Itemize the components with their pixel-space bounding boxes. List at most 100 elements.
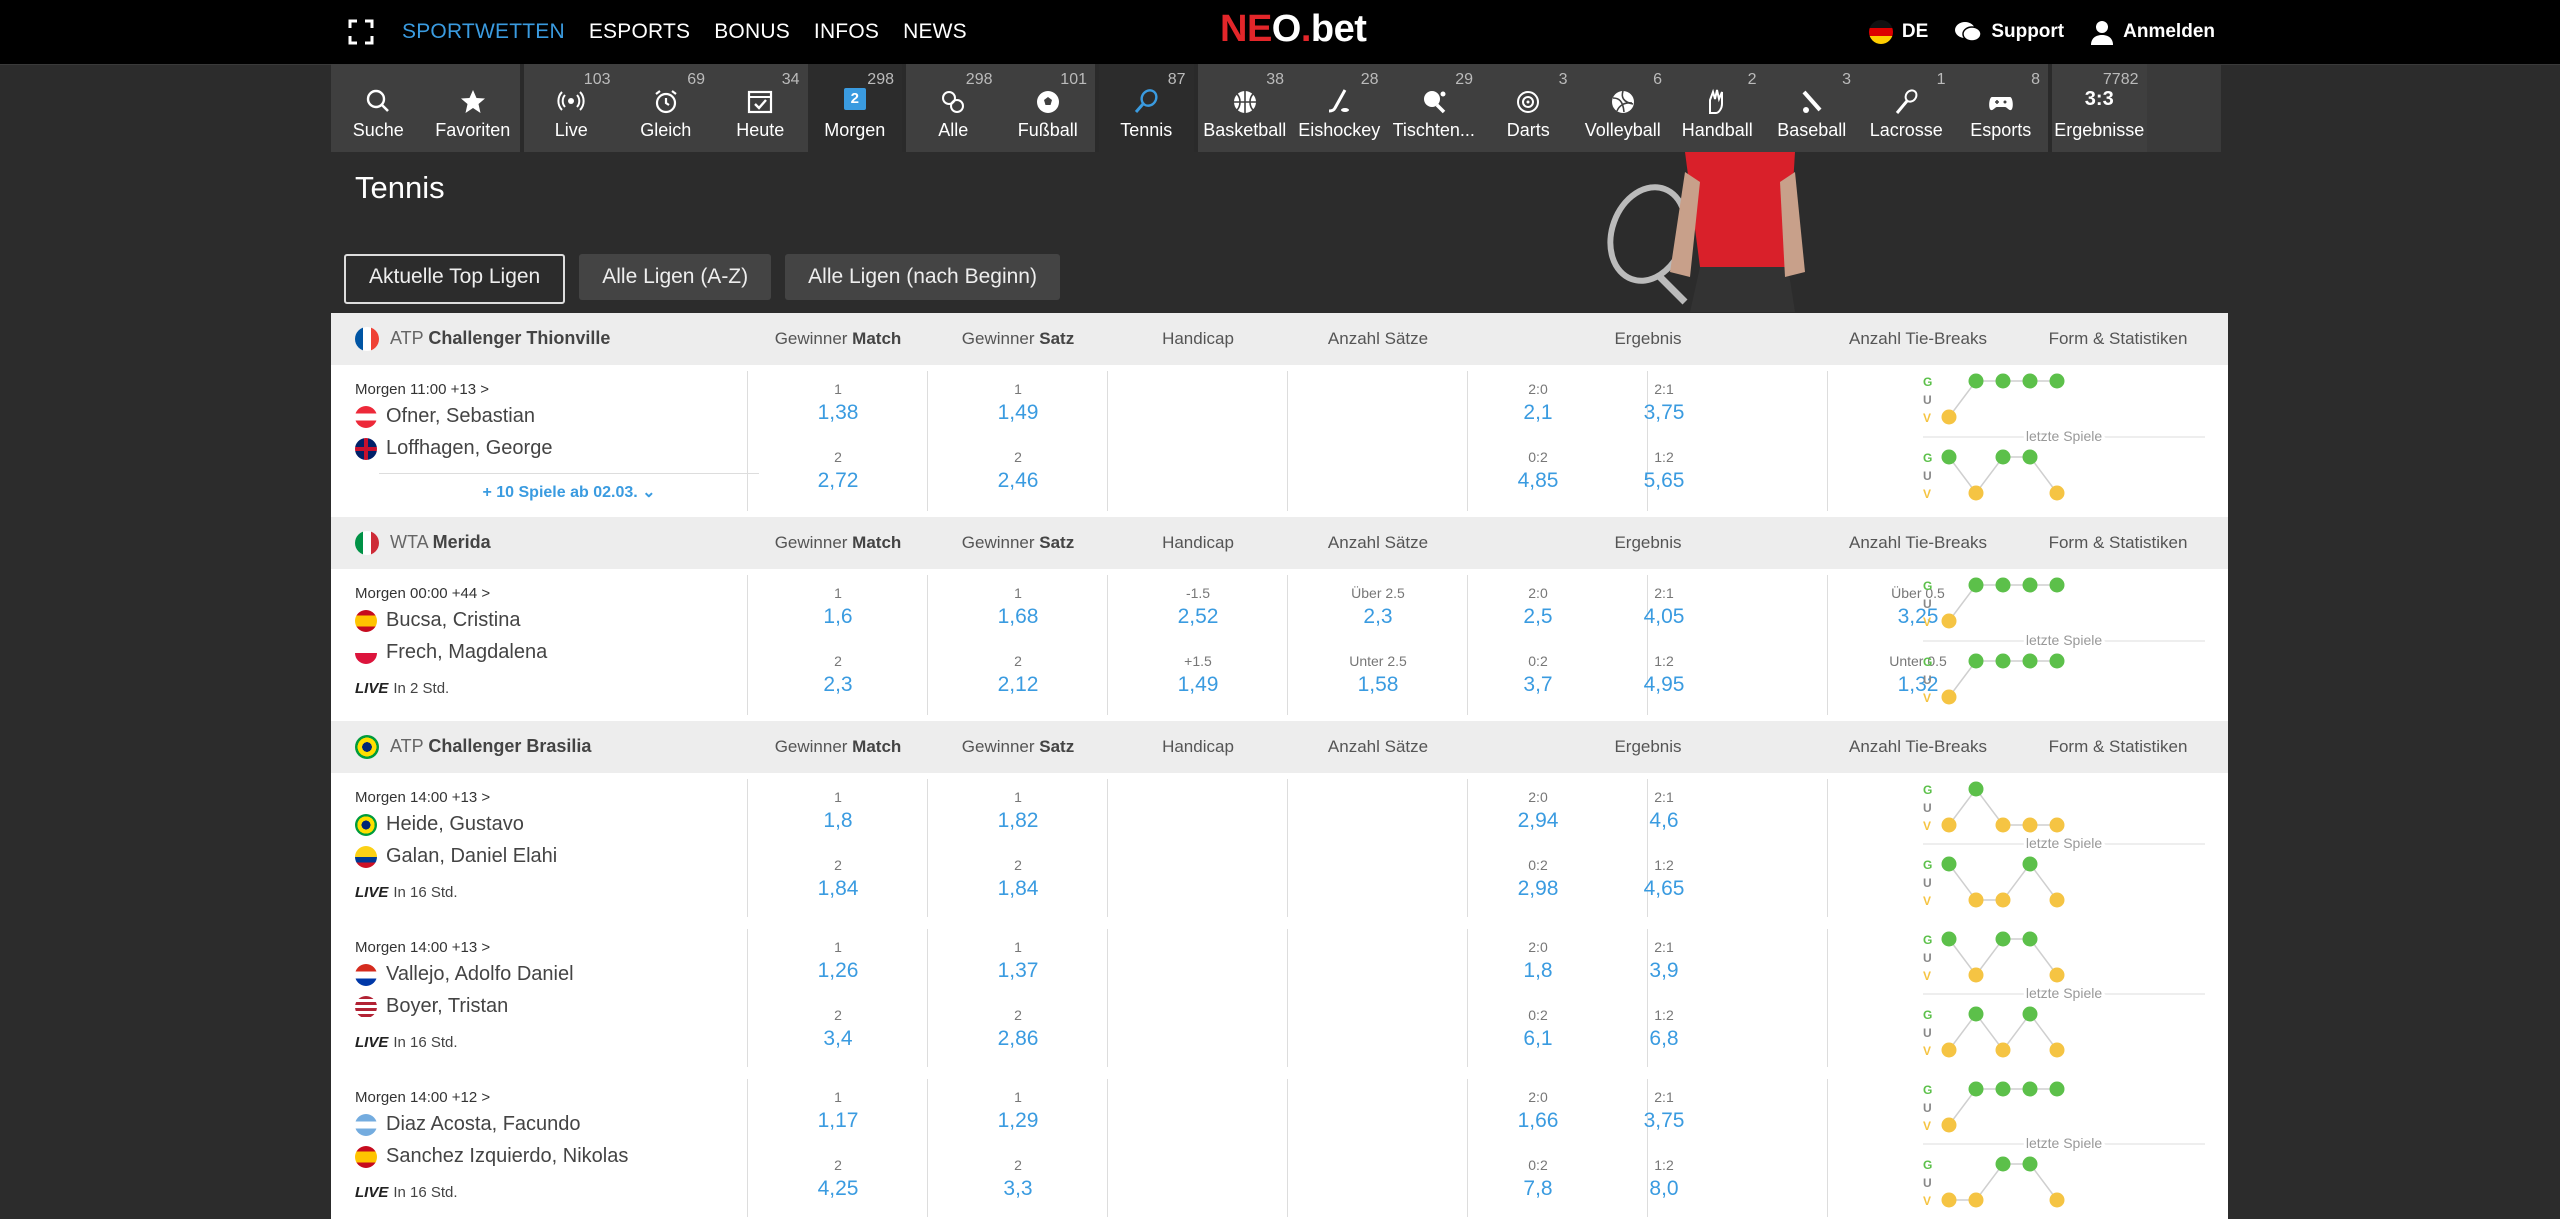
odds-button-ergebnis[interactable]: 2:1 3,75 <box>1614 1089 1714 1133</box>
odds-button-as[interactable]: Über 2.5 2,3 <box>1288 585 1468 629</box>
sport-item-fußball[interactable]: 101 Fußball <box>1000 64 1095 152</box>
odds-button-gs[interactable]: 1 1,37 <box>928 939 1108 983</box>
odds-button-ergebnis[interactable]: 2:1 4,05 <box>1614 585 1714 629</box>
odds-button-hc[interactable]: +1.5 1,49 <box>1108 653 1288 697</box>
odds-button-gm[interactable]: 2 1,84 <box>748 857 928 901</box>
odds-button-as[interactable]: Unter 2.5 1,58 <box>1288 653 1468 697</box>
odds-button-gm[interactable]: 2 3,4 <box>748 1007 928 1051</box>
sport-item-suche[interactable]: Suche <box>331 64 426 152</box>
odds-button-gm[interactable]: 2 2,3 <box>748 653 928 697</box>
sport-item-live[interactable]: 103 Live <box>524 64 619 152</box>
odds-button-ergebnis[interactable]: 2:0 1,8 <box>1488 939 1588 983</box>
sport-item-eishockey[interactable]: 28 Eishockey <box>1292 64 1387 152</box>
odds-button-ergebnis[interactable]: 1:2 8,0 <box>1614 1157 1714 1201</box>
player-name[interactable]: Boyer, Tristan <box>355 995 508 1018</box>
player-name[interactable]: Heide, Gustavo <box>355 813 524 836</box>
odds-button-gm[interactable]: 1 1,17 <box>748 1089 928 1133</box>
sport-item-morgen[interactable]: 298 2 Morgen <box>807 64 902 152</box>
player-name[interactable]: Galan, Daniel Elahi <box>355 845 557 868</box>
odds-button-ergebnis[interactable]: 0:2 2,98 <box>1488 857 1588 901</box>
match-time[interactable]: Morgen 14:00 +12 > <box>355 1089 491 1106</box>
match-time[interactable]: Morgen 00:00 +44 > <box>355 585 491 602</box>
odds-button-ergebnis[interactable]: 1:2 4,95 <box>1614 653 1714 697</box>
sport-item-baseball[interactable]: 3 Baseball <box>1764 64 1859 152</box>
nav-news[interactable]: NEWS <box>903 20 967 43</box>
sport-item-handball[interactable]: 2 Handball <box>1670 64 1765 152</box>
sport-item-basketball[interactable]: 38 Basketball <box>1197 64 1292 152</box>
sport-item-heute[interactable]: 34 Heute <box>713 64 808 152</box>
odds-button-gs[interactable]: 1 1,29 <box>928 1089 1108 1133</box>
sport-item-favoriten[interactable]: Favoriten <box>425 64 520 152</box>
odds-button-gs[interactable]: 2 2,46 <box>928 449 1108 493</box>
odds-button-ergebnis[interactable]: 2:1 3,9 <box>1614 939 1714 983</box>
odds-button-gm[interactable]: 1 1,38 <box>748 381 928 425</box>
league-header[interactable]: ATP Challenger Brasilia Gewinner Match Gew… <box>331 721 2228 773</box>
sport-item-tennis[interactable]: 87 Tennis <box>1099 64 1194 152</box>
sport-item-darts[interactable]: 3 Darts <box>1481 64 1576 152</box>
odds-button-gm[interactable]: 2 4,25 <box>748 1157 928 1201</box>
odds-button-ergebnis[interactable]: 2:0 2,94 <box>1488 789 1588 833</box>
odds-button-tb[interactable]: Unter 0.5 1,32 <box>1828 653 2008 697</box>
odds-button-ergebnis[interactable]: 2:1 4,6 <box>1614 789 1714 833</box>
sport-item-tischten[interactable]: 29 Tischten... <box>1386 64 1481 152</box>
language-switch[interactable]: DE <box>1868 20 1928 44</box>
nav-sportwetten[interactable]: SPORTWETTEN <box>402 20 565 43</box>
player-name[interactable]: Diaz Acosta, Facundo <box>355 1113 581 1136</box>
odds-button-gs[interactable]: 2 2,86 <box>928 1007 1108 1051</box>
odds-button-gm[interactable]: 1 1,8 <box>748 789 928 833</box>
tab-alle-ligen-beginn[interactable]: Alle Ligen (nach Beginn) <box>785 254 1060 300</box>
odds-button-gm[interactable]: 1 1,6 <box>748 585 928 629</box>
sport-item-lacrosse[interactable]: 1 Lacrosse <box>1859 64 1954 152</box>
player-name[interactable]: Bucsa, Cristina <box>355 609 521 632</box>
odds-button-gs[interactable]: 2 3,3 <box>928 1157 1108 1201</box>
player-name[interactable]: Vallejo, Adolfo Daniel <box>355 963 574 986</box>
odds-button-gs[interactable]: 1 1,49 <box>928 381 1108 425</box>
odds-button-tb[interactable]: Über 0.5 3,25 <box>1828 585 2008 629</box>
odds-button-gm[interactable]: 1 1,26 <box>748 939 928 983</box>
match-time[interactable]: Morgen 11:00 +13 > <box>355 381 489 398</box>
odds-button-ergebnis[interactable]: 0:2 3,7 <box>1488 653 1588 697</box>
odds-button-ergebnis[interactable]: 0:2 7,8 <box>1488 1157 1588 1201</box>
match-time[interactable]: Morgen 14:00 +13 > <box>355 939 491 956</box>
player-name[interactable]: Frech, Magdalena <box>355 641 547 664</box>
player-name[interactable]: Sanchez Izquierdo, Nikolas <box>355 1145 628 1168</box>
odds-button-ergebnis[interactable]: 1:2 6,8 <box>1614 1007 1714 1051</box>
odds-button-ergebnis[interactable]: 1:2 5,65 <box>1614 449 1714 493</box>
odds-button-hc[interactable]: -1.5 2,52 <box>1108 585 1288 629</box>
sport-item-volleyball[interactable]: 6 Volleyball <box>1575 64 1670 152</box>
sport-item-alle[interactable]: 298 Alle <box>906 64 1001 152</box>
nav-bonus[interactable]: BONUS <box>714 20 790 43</box>
player-name[interactable]: Ofner, Sebastian <box>355 405 535 428</box>
neobet-logo[interactable]: NEO.bet <box>1220 8 1367 50</box>
sport-item-gleich[interactable]: 69 Gleich <box>618 64 713 152</box>
nav-infos[interactable]: INFOS <box>813 20 880 43</box>
tab-alle-ligen-az[interactable]: Alle Ligen (A-Z) <box>579 254 772 300</box>
nav-esports[interactable]: ESPORTS <box>588 20 691 43</box>
league-header[interactable]: WTA Merida Gewinner Match Gewinner Satz Han… <box>331 517 2228 569</box>
odds-button-ergebnis[interactable]: 0:2 4,85 <box>1488 449 1588 493</box>
odds-button-gm[interactable]: 2 2,72 <box>748 449 928 493</box>
sport-item-ergebnisse[interactable]: 7782 3:3 Ergebnisse <box>2052 64 2147 152</box>
odds-button-ergebnis[interactable]: 2:1 3,75 <box>1614 381 1714 425</box>
odds-button-ergebnis[interactable]: 2:0 2,5 <box>1488 585 1588 629</box>
odds-button-ergebnis[interactable]: 1:2 4,65 <box>1614 857 1714 901</box>
player-name[interactable]: Loffhagen, George <box>355 437 552 460</box>
tab-top-ligen[interactable]: Aktuelle Top Ligen <box>344 254 566 304</box>
odds-button-gs[interactable]: 2 1,84 <box>928 857 1108 901</box>
support-link[interactable]: Support <box>1954 20 2064 44</box>
login-link[interactable]: Anmelden <box>2090 19 2215 45</box>
match-time[interactable]: Morgen 14:00 +13 > <box>355 789 491 806</box>
odds-button-ergebnis[interactable]: 2:0 2,1 <box>1488 381 1588 425</box>
odds-button-ergebnis[interactable]: 0:2 6,1 <box>1488 1007 1588 1051</box>
sport-item-esports[interactable]: 8 Esports <box>1953 64 2048 152</box>
more-games-link[interactable]: + 10 Spiele ab 02.03. ⌄ <box>379 473 759 502</box>
odds-button-gs[interactable]: 1 1,82 <box>928 789 1108 833</box>
odds-button-gs[interactable]: 1 1,68 <box>928 585 1108 629</box>
odds-button-ergebnis[interactable]: 2:0 1,66 <box>1488 1089 1588 1133</box>
league-header[interactable]: ATP Challenger Thionville Gewinner Match G… <box>331 313 2228 365</box>
